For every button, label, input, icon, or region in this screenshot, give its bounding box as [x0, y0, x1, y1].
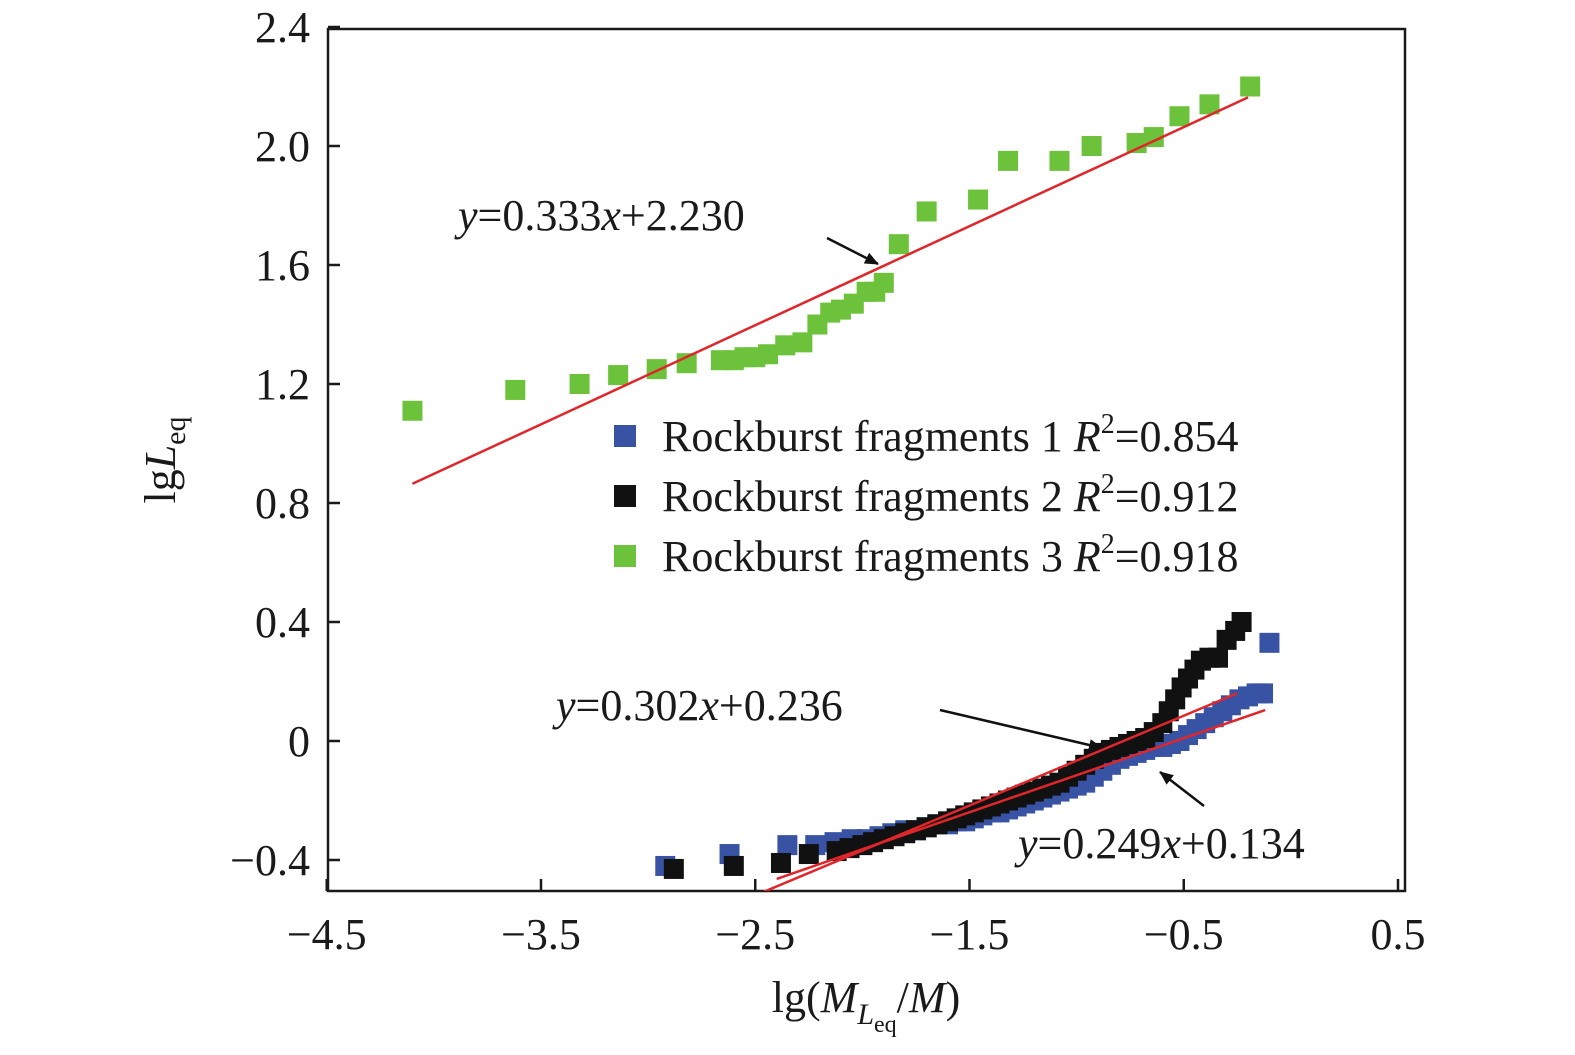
data-point	[1208, 647, 1229, 668]
y-tick-label: 1.2	[255, 360, 310, 409]
annotations: y=0.333x+2.230 y=0.302x+0.236 y=0.249x+0.1…	[454, 191, 1305, 868]
y-tick-label: 1.6	[255, 241, 310, 290]
data-point	[998, 150, 1019, 171]
legend: Rockburst fragments 1 R2=0.854 Rockburst …	[614, 409, 1239, 581]
data-point	[646, 359, 667, 380]
data-point	[873, 272, 894, 293]
data-point	[1126, 133, 1147, 154]
data-point	[723, 855, 744, 876]
y-tick-label: 0.8	[255, 479, 310, 528]
x-tick-label: −2.5	[715, 910, 795, 959]
data-point	[758, 344, 779, 365]
data-point	[1169, 106, 1190, 127]
fit-equation-label: y=0.333x+2.230	[454, 191, 745, 240]
series-2-points	[663, 612, 1252, 879]
y-tick-label: −0.4	[230, 836, 310, 885]
data-point	[569, 374, 590, 394]
x-tick-label: −3.5	[501, 910, 581, 959]
y-tick-label: 0.4	[255, 598, 310, 647]
series-3-points	[402, 76, 1261, 421]
x-tick-label: −1.5	[930, 910, 1010, 959]
data-point	[798, 844, 819, 865]
fit-equation-label: y=0.249x+0.134	[1014, 819, 1305, 868]
data-point	[888, 234, 909, 255]
fit-line-series-2	[762, 692, 1238, 891]
annotation-arrow	[939, 708, 1103, 751]
y-tick-label: 2.4	[255, 3, 310, 52]
data-point	[1049, 150, 1070, 171]
data-points	[402, 76, 1280, 879]
data-point	[792, 332, 813, 353]
data-point	[608, 365, 629, 386]
y-tick-label: 2.0	[255, 122, 310, 171]
data-point	[402, 400, 423, 421]
data-point	[663, 858, 684, 879]
y-tick-label: 0	[288, 717, 310, 766]
legend-swatch	[614, 485, 636, 507]
axis-ticks: −4.5 −3.5 −2.5 −1.5 −0.5 0.5 −0.4 0 0.4 0.8 1.2 1.6…	[230, 3, 1425, 959]
y-axis-label: lgLeq	[136, 416, 192, 503]
x-axis-label: lg(MLeq/M)	[772, 973, 960, 1038]
annotation-arrow	[826, 236, 879, 266]
data-point	[1253, 683, 1274, 704]
data-point	[916, 201, 937, 222]
fit-line-series-1	[776, 708, 1266, 881]
data-point	[1240, 76, 1261, 97]
data-point	[968, 189, 989, 210]
legend-swatch	[614, 545, 636, 567]
data-point	[770, 852, 791, 873]
x-tick-label: −0.5	[1144, 910, 1224, 959]
fit-lines	[411, 96, 1266, 891]
annotation-arrow	[1159, 771, 1205, 807]
data-point	[777, 835, 798, 856]
plot-frame	[326, 27, 1407, 893]
x-tick-label: −4.5	[287, 910, 367, 959]
x-tick-label: 0.5	[1371, 910, 1426, 959]
fit-equation-label: y=0.302x+0.236	[552, 681, 843, 730]
legend-label: Rockburst fragments 1 R2=0.854	[662, 409, 1239, 461]
legend-label: Rockburst fragments 2 R2=0.912	[662, 469, 1239, 521]
fit-line-series-3	[411, 96, 1249, 485]
data-point	[505, 379, 526, 400]
legend-label: Rockburst fragments 3 R2=0.918	[662, 529, 1239, 581]
data-point	[1231, 612, 1252, 632]
data-point	[1081, 136, 1102, 156]
legend-swatch	[614, 425, 636, 447]
data-point	[1259, 632, 1280, 653]
data-point	[1199, 94, 1220, 115]
data-point	[775, 335, 796, 356]
